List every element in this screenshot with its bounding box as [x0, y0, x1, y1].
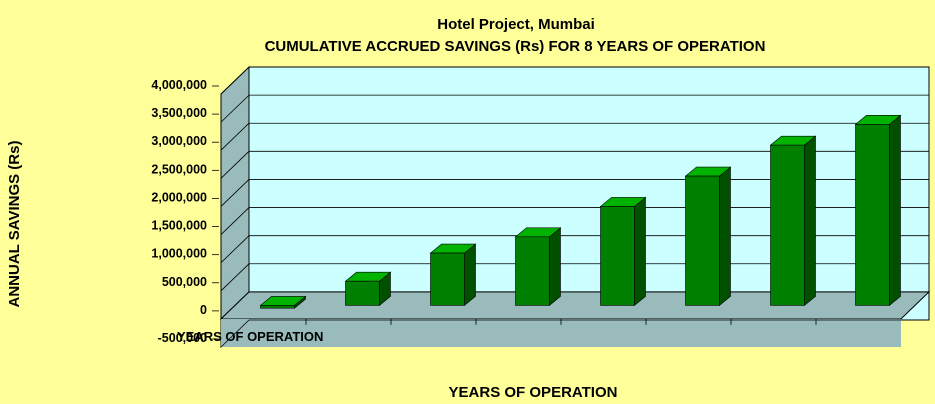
side-gridline [220, 94, 250, 123]
side-gridline [220, 179, 250, 207]
y-tick-labels: -500,000 0 500,000 1,000,000 1,500,000 2,000,… [151, 78, 219, 345]
chart-subtitle: CUMULATIVE ACCRUED SAVINGS (Rs) FOR 8 YE… [265, 38, 766, 55]
bar [259, 295, 307, 309]
bar [599, 196, 647, 307]
bar-front [855, 124, 890, 306]
side-gridline [220, 235, 250, 263]
bar-front [685, 175, 720, 306]
side-gridline [220, 151, 250, 179]
side-gridline [220, 122, 250, 151]
bar-front [345, 280, 380, 306]
y-tick-label: 2,000,000 [151, 190, 207, 204]
y-tick-label: 3,500,000 [151, 106, 207, 120]
plot-walls [219, 65, 931, 349]
bar-side [804, 135, 816, 307]
y-axis-label: ANNUAL SAVINGS (Rs) [6, 141, 23, 308]
floor-front [221, 318, 901, 347]
side-gridline [220, 319, 250, 348]
y-tick-label: 0 [200, 303, 207, 317]
y-tick-label: -500,000 [158, 331, 207, 345]
bars [259, 114, 902, 309]
bar-front [430, 252, 465, 306]
side-gridline [220, 66, 250, 95]
category-axis-label: YEARS OF OPERATION [177, 329, 323, 344]
floor [219, 291, 931, 320]
bar-side [549, 227, 561, 307]
bar-side [719, 166, 731, 307]
y-tick-label: 500,000 [162, 275, 207, 289]
bar-side [464, 243, 476, 307]
bar-side [634, 196, 646, 307]
side-gridline [220, 291, 250, 320]
bar-front [770, 144, 805, 306]
y-tick-label: 4,000,000 [151, 78, 207, 92]
chart-title: Hotel Project, Mumbai [437, 16, 595, 33]
side-gridline [220, 207, 250, 235]
y-tick-label: 1,000,000 [151, 247, 207, 261]
y-tick-label: 3,000,000 [151, 134, 207, 148]
y-tick-label: 2,500,000 [151, 162, 207, 176]
bar [854, 114, 902, 307]
bar [514, 227, 562, 307]
bar-front [515, 236, 550, 306]
bar-front [260, 305, 295, 309]
bar [429, 243, 477, 307]
bar [684, 166, 732, 307]
bar-side [889, 114, 901, 307]
bar [769, 135, 817, 307]
x-axis-label: YEARS OF OPERATION [449, 384, 618, 401]
bar [344, 271, 392, 307]
bar-front [600, 206, 635, 306]
y-tick-label: 1,500,000 [151, 219, 207, 233]
side-gridline [220, 263, 250, 292]
